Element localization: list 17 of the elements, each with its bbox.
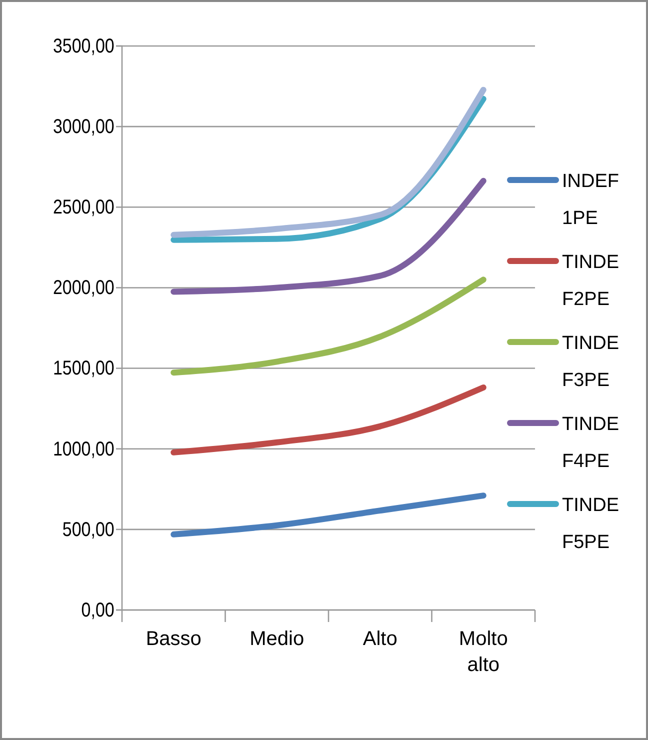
y-tick-label: 3500,00 — [52, 34, 114, 57]
legend-label: TINDEF3PE — [562, 333, 619, 392]
y-tick-label: 2000,00 — [52, 276, 114, 298]
y-tick-label: 1000,00 — [52, 436, 114, 460]
legend-label: INDEF1PE — [562, 171, 619, 230]
y-tick-label: 0,00 — [81, 598, 114, 621]
y-tick-label: 3000,00 — [52, 114, 114, 138]
legend-label: TINDEF5PE — [562, 495, 619, 554]
x-tick-label: Basso — [146, 628, 202, 650]
legend-label: TINDEF2PE — [562, 252, 619, 310]
x-tick-label: Molto alto — [458, 628, 508, 676]
x-tick-label: Alto — [362, 628, 398, 650]
legend-label: TINDEF4PE — [562, 414, 619, 472]
x-tick-label: Medio — [250, 628, 304, 650]
y-tick-label: 1500,00 — [52, 356, 114, 379]
y-tick-label: 2500,00 — [52, 195, 114, 218]
y-tick-label: 500,00 — [62, 518, 114, 540]
